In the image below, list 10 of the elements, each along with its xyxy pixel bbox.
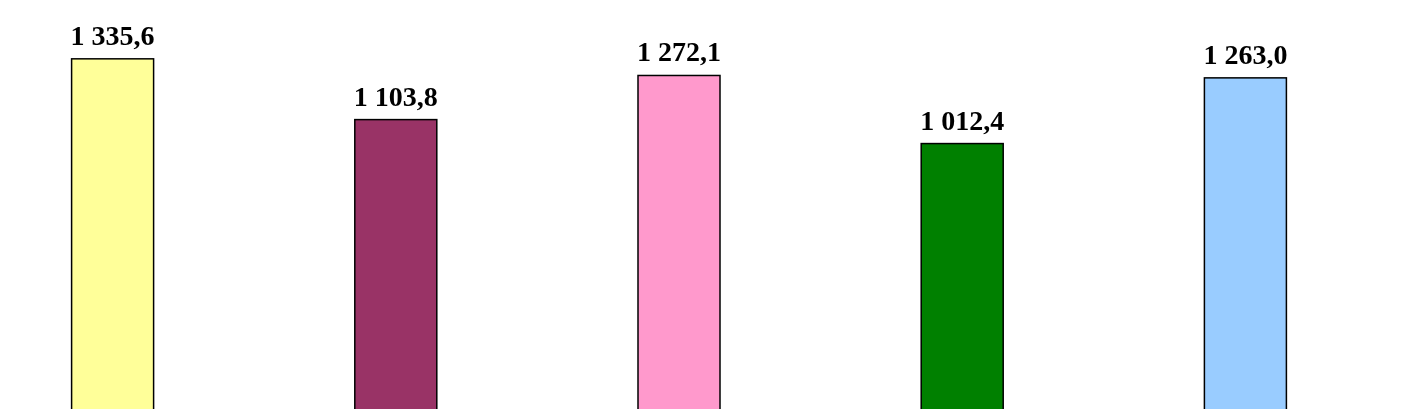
- data-label: 1 272,1: [637, 36, 721, 68]
- bar: [1203, 77, 1288, 409]
- data-label: 1 103,8: [353, 80, 438, 112]
- bar: [70, 58, 155, 409]
- bar: [354, 118, 438, 409]
- data-label: 1 263,0: [1203, 38, 1288, 70]
- data-label: 1 012,4: [920, 104, 1005, 136]
- data-label: 1 335,6: [70, 19, 155, 51]
- bar: [637, 74, 721, 409]
- bar: [920, 142, 1004, 409]
